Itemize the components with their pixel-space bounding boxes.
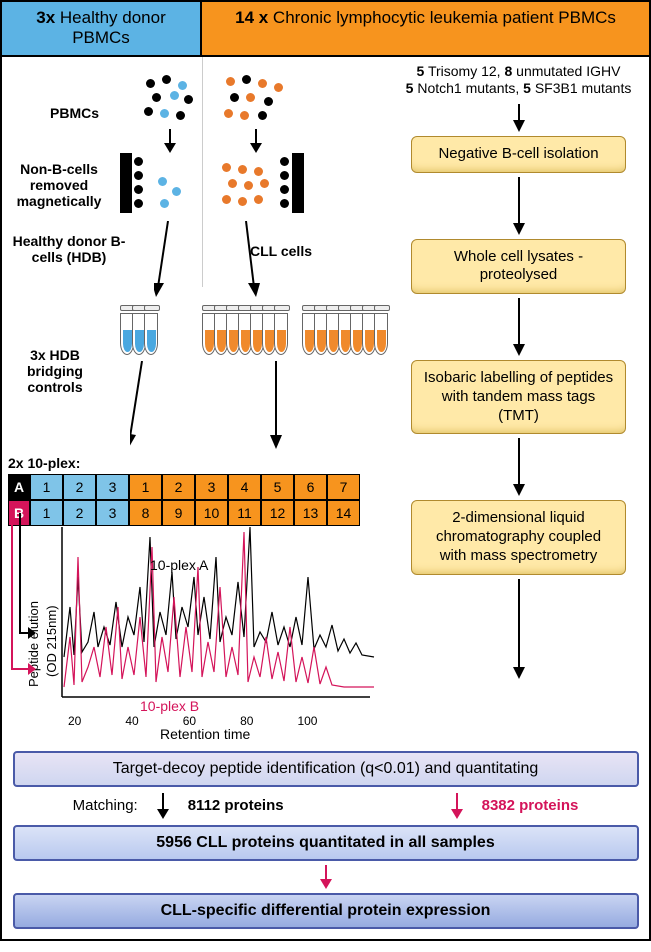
chrom-svg bbox=[56, 517, 376, 712]
header-right-text: Chronic lymphocytic leukemia patient PBM… bbox=[268, 8, 616, 27]
tubes-cll-1 bbox=[202, 305, 286, 355]
plex-title: 2x 10-plex: bbox=[8, 455, 360, 471]
header-left-text: Healthy donor PBMCs bbox=[55, 8, 166, 47]
plex-cell: 1 bbox=[30, 474, 63, 500]
plex-table: 2x 10-plex: A1231234567 B123891011121314 bbox=[8, 455, 360, 526]
magnet-icon bbox=[292, 153, 304, 213]
tubes-hdb bbox=[120, 305, 156, 355]
subheader: 5 Trisomy 12, 8 unmutated IGHV5 Notch1 m… bbox=[406, 63, 632, 98]
header-cll: 14 x Chronic lymphocytic leukemia patien… bbox=[202, 2, 649, 55]
chromatogram: Peptide elution (OD 215nm) 10-plex A 10-… bbox=[20, 517, 380, 742]
arrow-down-icon bbox=[511, 438, 527, 496]
chrom-xlabel: Retention time bbox=[160, 726, 250, 742]
main-area: PBMCs bbox=[2, 57, 649, 747]
plex-cell: 6 bbox=[294, 474, 327, 500]
arrow-down-icon bbox=[156, 793, 170, 819]
header-left-bold: 3x bbox=[36, 8, 55, 27]
plex-cell: 1 bbox=[129, 474, 162, 500]
label-pbmcs: PBMCs bbox=[50, 105, 99, 121]
flow-box-1: Negative B-cell isolation bbox=[411, 136, 626, 173]
tick: 100 bbox=[297, 714, 317, 728]
bottom-area: Target-decoy peptide identification (q<0… bbox=[2, 747, 649, 939]
count-a: 8112 proteins bbox=[188, 797, 284, 814]
arrow-down-icon bbox=[319, 865, 333, 889]
flow-box-2: Whole cell lysates - proteolysed bbox=[411, 239, 626, 295]
header-healthy: 3x Healthy donor PBMCs bbox=[2, 2, 202, 55]
label-bridging: 3x HDB bridging controls bbox=[10, 347, 100, 395]
bottom-box-1: Target-decoy peptide identification (q<0… bbox=[13, 751, 639, 787]
right-column: 5 Trisomy 12, 8 unmutated IGHV5 Notch1 m… bbox=[392, 57, 649, 747]
tick: 20 bbox=[68, 714, 81, 728]
arrow-down-icon bbox=[511, 177, 527, 235]
flow-box-4: 2-dimensional liquid chromatography coup… bbox=[411, 500, 626, 574]
elbow-arrow-b bbox=[6, 513, 36, 713]
dots-healthy-pbmc bbox=[142, 75, 202, 130]
plex-row-a: A1231234567 bbox=[8, 474, 360, 500]
flow-box-3: Isobaric labelling of peptides with tand… bbox=[411, 360, 626, 434]
plex-cell: 3 bbox=[96, 474, 129, 500]
count-b: 8382 proteins bbox=[482, 797, 579, 814]
chrom-legend-a: 10-plex A bbox=[150, 557, 208, 573]
header-right-bold: 14 x bbox=[235, 8, 268, 27]
magnet-icon bbox=[120, 153, 132, 213]
figure-root: 3x Healthy donor PBMCs 14 x Chronic lymp… bbox=[0, 0, 651, 941]
arrow-icon bbox=[264, 361, 288, 451]
tick: 40 bbox=[125, 714, 138, 728]
tubes-cll-2 bbox=[302, 305, 386, 355]
arrow-down-icon bbox=[511, 104, 527, 132]
plex-cell: 4 bbox=[228, 474, 261, 500]
arrow-icon bbox=[238, 221, 268, 301]
arrow-down-icon bbox=[450, 793, 464, 819]
arrow-icon bbox=[162, 129, 178, 153]
matching-row: Matching: 8112 proteins 8382 proteins bbox=[73, 793, 579, 819]
plex-cell: 7 bbox=[327, 474, 360, 500]
plex-cell: 2 bbox=[63, 474, 96, 500]
arrow-icon bbox=[248, 129, 264, 153]
arrow-down-icon bbox=[511, 298, 527, 356]
column-divider bbox=[202, 57, 203, 287]
plex-cell: 2 bbox=[162, 474, 195, 500]
header-row: 3x Healthy donor PBMCs 14 x Chronic lymp… bbox=[2, 2, 649, 57]
dots-cll-pbmc bbox=[222, 75, 292, 130]
plex-cell: 3 bbox=[195, 474, 228, 500]
bottom-box-2: 5956 CLL proteins quantitated in all sam… bbox=[13, 825, 639, 861]
chrom-legend-b: 10-plex B bbox=[140, 698, 199, 714]
matching-label: Matching: bbox=[73, 797, 138, 814]
bottom-box-3: CLL-specific differential protein expres… bbox=[13, 893, 639, 929]
label-hdb: Healthy donor B-cells (HDB) bbox=[4, 233, 134, 265]
arrow-icon bbox=[154, 221, 184, 301]
arrow-icon bbox=[130, 361, 170, 451]
arrow-down-icon bbox=[511, 579, 527, 679]
left-column: PBMCs bbox=[2, 57, 392, 747]
label-nonb: Non-B-cells removed magnetically bbox=[4, 161, 114, 209]
plex-cell: A bbox=[8, 474, 30, 500]
plex-cell: 5 bbox=[261, 474, 294, 500]
